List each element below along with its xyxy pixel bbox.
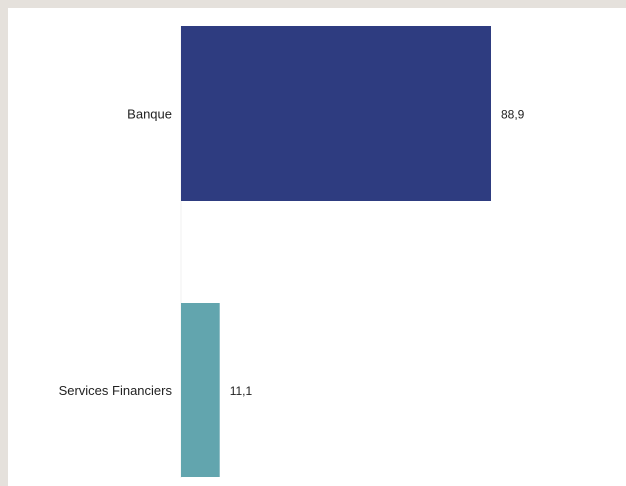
bar-chart: Banque 88,9 Services Financiers 11,1 <box>59 26 525 478</box>
value-label-services-financiers: 11,1 <box>230 384 253 398</box>
bar-banque <box>181 26 491 201</box>
category-label-banque: Banque <box>127 107 172 122</box>
value-label-banque: 88,9 <box>501 108 525 122</box>
bar-services-financiers <box>181 303 220 477</box>
category-label-services-financiers: Services Financiers <box>59 383 173 398</box>
chart-panel: Banque 88,9 Services Financiers 11,1 <box>8 8 626 486</box>
